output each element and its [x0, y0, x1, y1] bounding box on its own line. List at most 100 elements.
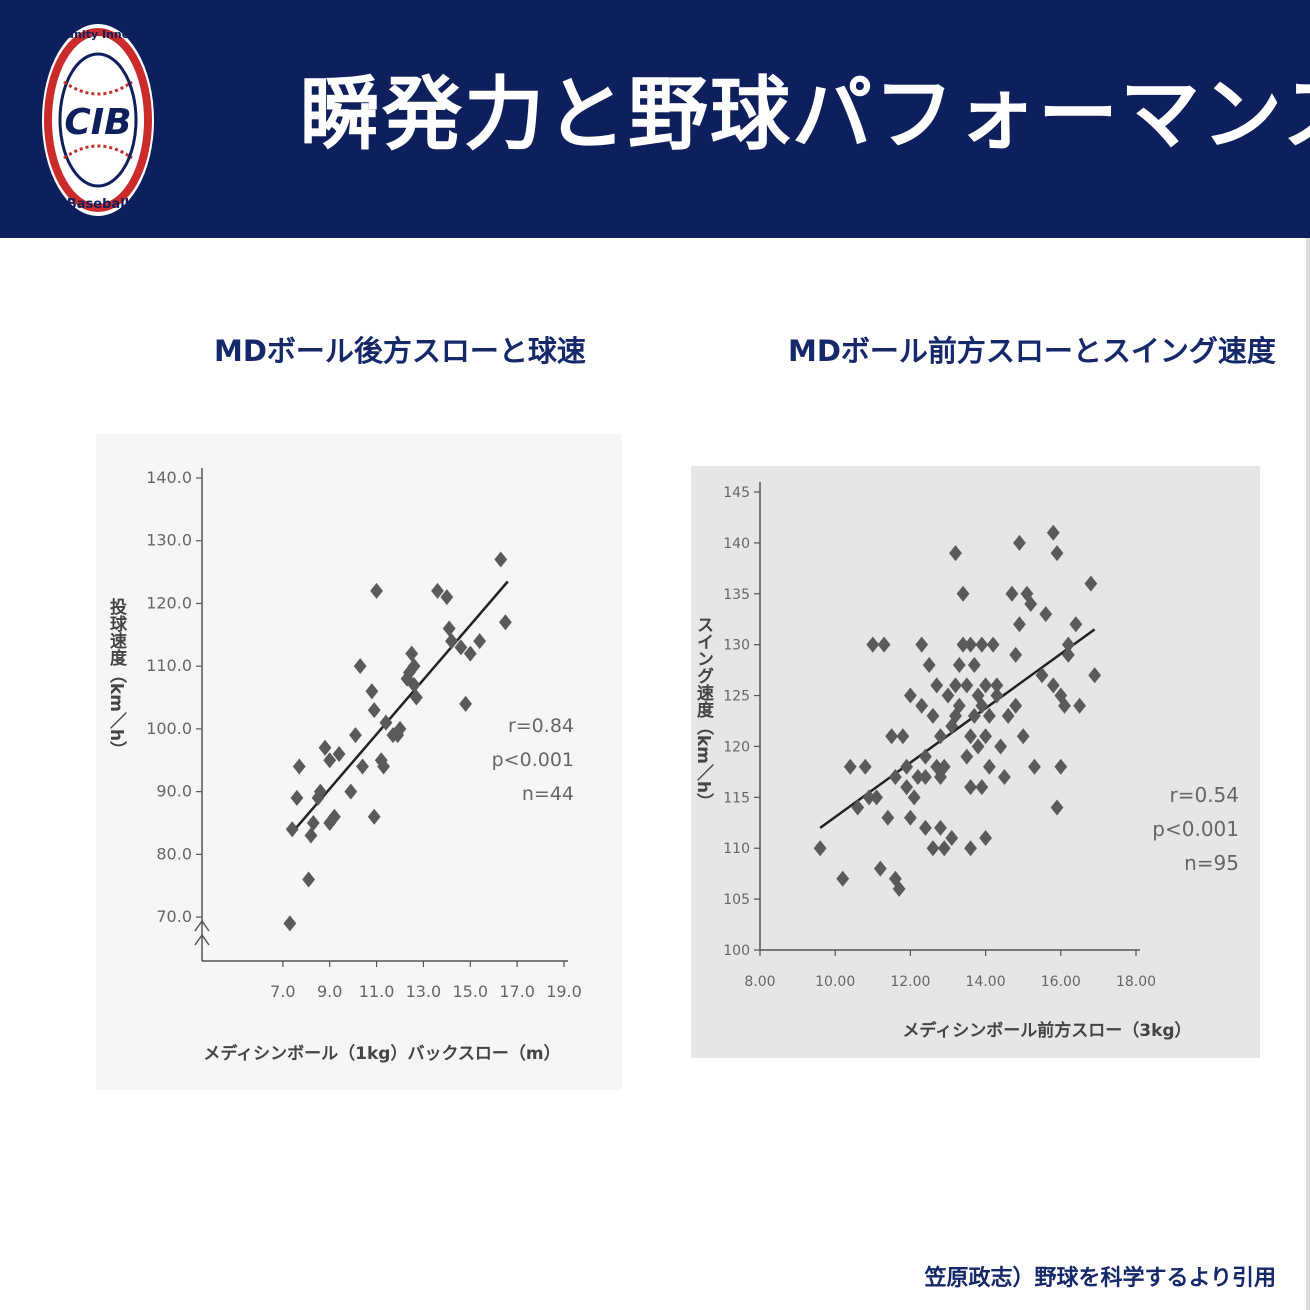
- data-point: [454, 639, 468, 656]
- data-point: [442, 620, 456, 637]
- data-point: [306, 815, 320, 831]
- data-point: [410, 689, 423, 706]
- data-point: [915, 636, 929, 653]
- x-axis-label: メディシンボール前方スロー（3kg）: [902, 1020, 1191, 1041]
- data-point: [494, 551, 508, 568]
- data-point: [956, 585, 970, 602]
- data-point: [292, 758, 306, 775]
- data-point: [934, 819, 947, 836]
- data-point: [1061, 646, 1075, 663]
- data-point: [896, 728, 910, 745]
- logo-monogram: CIB: [64, 102, 131, 143]
- data-point: [407, 677, 421, 693]
- y-tick-label: 115: [723, 790, 750, 806]
- header-bar: CIB Baseball Community Innovation 瞬発力と野球…: [0, 0, 1310, 238]
- y-tick-label: 125: [723, 689, 750, 705]
- data-point: [952, 657, 966, 674]
- data-point: [964, 636, 977, 653]
- y-tick-label: 100: [723, 943, 750, 959]
- data-point: [365, 683, 379, 700]
- data-point: [934, 768, 947, 785]
- y-tick-label: 90.0: [156, 782, 192, 801]
- x-tick-label: 14.00: [966, 974, 1006, 990]
- data-point: [979, 728, 992, 745]
- x-tick-label: 8.00: [744, 974, 775, 990]
- data-point: [975, 697, 989, 714]
- data-point: [1028, 758, 1041, 775]
- data-point: [1024, 595, 1038, 612]
- data-point: [290, 789, 304, 806]
- stats-text: p<0.001: [1152, 817, 1239, 841]
- data-point: [405, 645, 419, 662]
- data-point: [473, 633, 487, 650]
- scatter-chart-right: 100 105 110 115 120 125 130 135 140 145 8.00 10.00 1…: [693, 482, 1239, 1041]
- data-point: [919, 768, 932, 785]
- data-point: [302, 871, 316, 888]
- data-point: [900, 758, 914, 775]
- data-point: [858, 758, 872, 775]
- data-point: [892, 880, 906, 897]
- page-title: 瞬発力と野球パフォーマンス: [300, 68, 1310, 161]
- logo-ring-text: Community Innovation: [40, 28, 156, 41]
- axis-break-mark: [194, 919, 210, 946]
- data-point: [344, 783, 358, 800]
- data-point: [949, 707, 962, 724]
- data-point: [904, 687, 917, 704]
- data-point: [356, 758, 369, 775]
- data-point: [900, 779, 914, 796]
- y-tick-label: 130: [723, 638, 750, 654]
- data-point: [285, 821, 299, 838]
- data-point: [349, 727, 362, 744]
- data-point: [885, 728, 898, 745]
- x-tick-label: 10.00: [815, 974, 855, 990]
- data-point: [283, 915, 297, 932]
- data-point: [979, 677, 992, 694]
- page-border: [1306, 238, 1310, 1310]
- data-point: [967, 707, 981, 724]
- data-point: [949, 545, 962, 562]
- trend-line: [819, 628, 1096, 829]
- data-point: [941, 687, 955, 704]
- data-point: [1050, 799, 1064, 816]
- data-point: [982, 758, 996, 775]
- data-point: [862, 789, 876, 806]
- data-point: [934, 728, 947, 745]
- data-point: [975, 636, 989, 653]
- x-tick-label: 12.00: [890, 974, 930, 990]
- data-point: [1046, 677, 1060, 694]
- data-point: [877, 636, 891, 653]
- data-point: [952, 697, 966, 714]
- data-point: [445, 633, 458, 650]
- data-point: [370, 582, 383, 599]
- y-tick-label: 110: [723, 841, 750, 857]
- data-point: [463, 645, 477, 662]
- data-point: [1069, 616, 1083, 633]
- data-point: [922, 657, 936, 674]
- y-tick-label: 145: [723, 485, 750, 501]
- chart-title-left: MDボール後方スローと球速: [214, 334, 586, 368]
- data-point: [945, 830, 959, 847]
- data-point: [926, 707, 940, 724]
- stats-text: r=0.54: [1169, 783, 1239, 807]
- x-tick-label: 17.0: [499, 982, 535, 1001]
- y-tick-label: 140.0: [146, 468, 192, 487]
- data-point: [1013, 534, 1026, 551]
- y-tick-label: 105: [723, 892, 750, 908]
- data-point: [994, 738, 1008, 755]
- stats-text: r=0.84: [508, 715, 574, 737]
- logo-bottom-text: Baseball: [67, 197, 129, 212]
- data-point: [1001, 707, 1015, 724]
- x-tick-label: 18.00: [1116, 974, 1156, 990]
- data-point: [998, 768, 1011, 785]
- trend-line: [291, 580, 509, 834]
- data-point: [813, 840, 827, 857]
- data-point: [367, 702, 381, 719]
- data-point: [990, 687, 1004, 704]
- data-point: [1088, 667, 1102, 684]
- data-point: [888, 768, 902, 785]
- x-tick-label: 7.0: [270, 982, 295, 1001]
- data-point: [904, 809, 917, 826]
- x-tick-label: 13.0: [406, 982, 442, 1001]
- data-point: [975, 779, 989, 796]
- data-point: [960, 748, 974, 765]
